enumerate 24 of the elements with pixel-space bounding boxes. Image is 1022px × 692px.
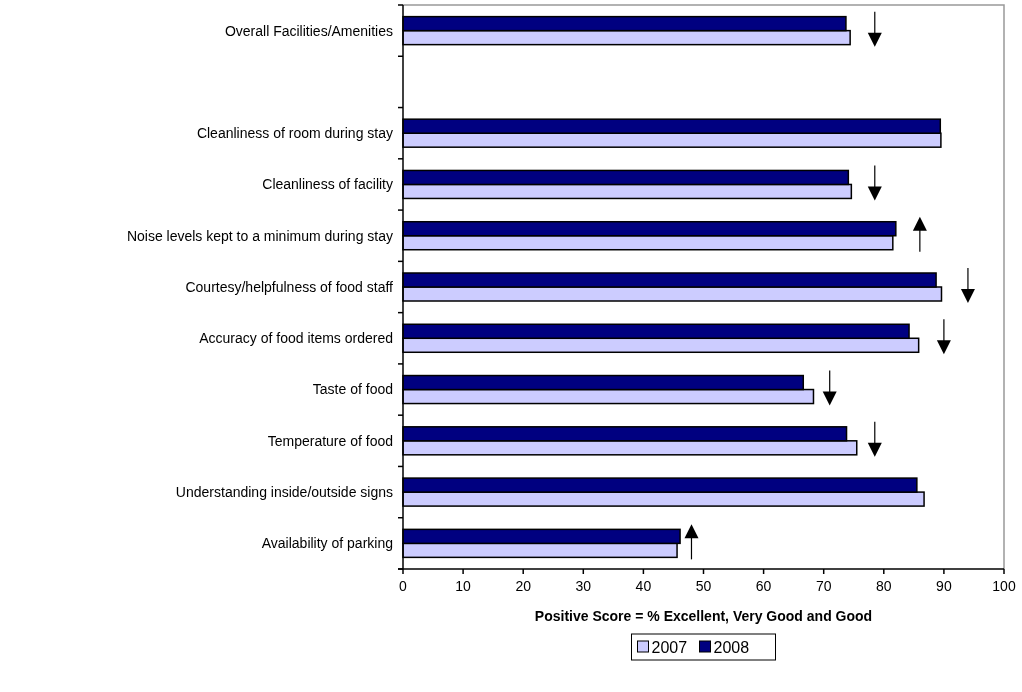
y-tick-label: Temperature of food [267, 432, 393, 449]
y-tick-label: Overall Facilities/Amenities [224, 22, 393, 39]
x-tick-label: 60 [755, 578, 772, 594]
x-tick-label: 40 [635, 578, 652, 594]
x-tick-label: 50 [695, 578, 712, 594]
x-tick-label: 80 [876, 578, 892, 594]
x-tick-label: 100 [992, 578, 1016, 594]
x-tick-label: 10 [455, 578, 472, 594]
y-tick-label: Cleanliness of room during stay [196, 125, 393, 142]
x-tick-label: 30 [575, 578, 592, 594]
y-tick-label: Courtesy/helpfulness of food staff [185, 278, 394, 295]
y-tick-label: Taste of food [312, 381, 393, 398]
y-tick-label: Cleanliness of facility [262, 176, 393, 193]
x-tick-label: 90 [936, 578, 952, 594]
x-tick-label: 70 [815, 578, 832, 594]
legend-label: 2008 [713, 638, 750, 656]
x-axis-title: Positive Score = % Excellent, Very Good and Good [534, 608, 873, 624]
y-tick-label: Accuracy of food items ordered [199, 330, 393, 347]
y-tick-label: Availability of parking [261, 535, 393, 552]
legend-label: 2007 [651, 638, 688, 656]
y-tick-label: Noise levels kept to a minimum during stay [126, 227, 393, 244]
x-tick-label: 20 [515, 578, 532, 594]
y-tick-label: Understanding inside/outside signs [175, 483, 393, 500]
x-tick-label: 0 [399, 578, 408, 594]
